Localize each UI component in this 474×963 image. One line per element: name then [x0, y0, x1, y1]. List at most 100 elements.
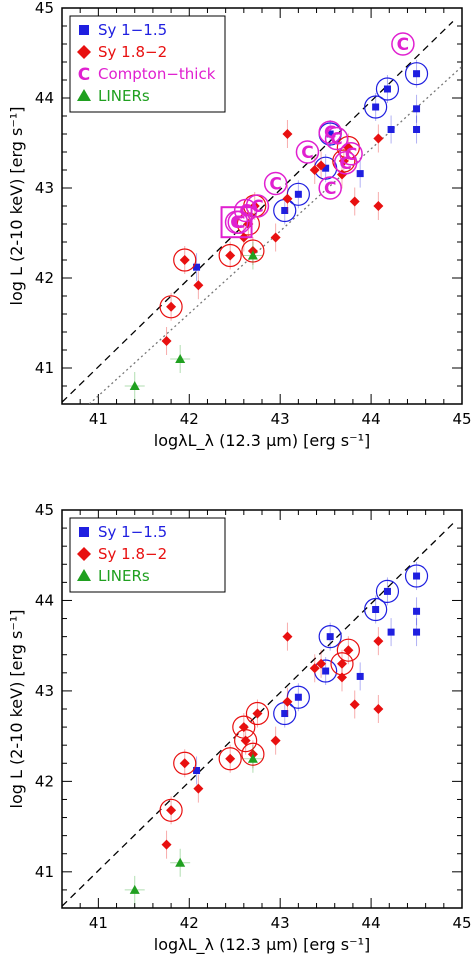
x-tick-label: 44 [362, 410, 381, 428]
data-point [179, 758, 190, 769]
data-point: C [301, 143, 313, 163]
data-point [373, 704, 384, 714]
data-point [281, 207, 289, 214]
data-point-ring [173, 248, 197, 272]
y-tick-label: 45 [35, 0, 54, 17]
data-point: C [233, 213, 245, 233]
x-tick-label: 45 [452, 914, 471, 932]
data-point [316, 658, 327, 669]
data-point [413, 572, 421, 580]
data-point: C [397, 35, 409, 55]
data-point [387, 126, 395, 133]
data-point [166, 805, 177, 816]
data-point-ring [318, 120, 342, 144]
data-point: C [324, 179, 336, 199]
data-point [387, 628, 395, 636]
data-point-ring [233, 198, 258, 223]
data-point [175, 354, 186, 363]
data-point [225, 250, 236, 261]
data-point [309, 165, 320, 175]
data-point: C [330, 130, 342, 150]
data-point [349, 196, 360, 207]
legend-label: Compton−thick [98, 65, 216, 83]
legend-label: LINERs [98, 87, 150, 105]
x-tick-label: 42 [180, 914, 199, 932]
y-tick-label: 43 [35, 682, 54, 700]
data-point: C [251, 197, 263, 217]
data-point [294, 190, 302, 198]
data-point: C [230, 213, 242, 233]
data-point-ring [364, 597, 388, 622]
data-point-ring [375, 77, 400, 101]
legend-label: Sy 1.8−2 [98, 545, 167, 563]
dashed-fit-line [62, 21, 454, 403]
data-point [193, 767, 201, 775]
data-point-ring [234, 729, 258, 753]
x-tick-label: 43 [271, 410, 290, 428]
legend-marker [77, 89, 91, 101]
data-point [282, 631, 293, 642]
data-point [225, 753, 236, 764]
legend-label: Sy 1.8−2 [98, 43, 167, 61]
data-point [282, 129, 293, 139]
data-point [356, 170, 364, 178]
y-tick-label: 41 [35, 863, 54, 881]
legend-marker [77, 569, 91, 581]
data-point-ring [159, 295, 183, 319]
data-point [281, 710, 289, 718]
data-point [247, 753, 258, 763]
data-point [270, 735, 281, 746]
data-point [179, 255, 190, 265]
data-point [413, 607, 421, 615]
data-point-ring [404, 564, 429, 588]
data-point [413, 105, 421, 113]
data-point-ring [318, 176, 342, 200]
legend-marker [77, 547, 91, 561]
legend-box [69, 517, 226, 593]
data-point-ring [224, 210, 249, 234]
data-point-ring [173, 751, 197, 775]
data-point-ring [336, 638, 360, 662]
data-point [373, 133, 384, 144]
data-point [129, 381, 140, 390]
data-point [161, 336, 172, 346]
data-point [413, 628, 421, 636]
y-axis-label: log L (2-10 keV) [erg s⁻¹] [7, 107, 26, 306]
data-point [326, 633, 334, 641]
data-point [193, 263, 201, 271]
data-point-ring [218, 243, 242, 268]
data-point-ring [364, 95, 388, 119]
legend-label: Sy 1−1.5 [98, 21, 167, 39]
data-point-ring [159, 798, 183, 822]
data-point [282, 696, 293, 707]
x-tick-label: 41 [89, 410, 108, 428]
data-point [247, 250, 258, 260]
data-point [322, 164, 330, 172]
data-point: C [345, 145, 357, 165]
data-point-ring [263, 171, 288, 196]
data-point [282, 193, 293, 204]
chart-panel-2: 41 42 43 44 45 41 42 43 44 45 logλL_λ (12.3 μm) [e… [7, 501, 472, 955]
data-point-ring [245, 701, 270, 726]
x-tick-label: 41 [89, 914, 108, 932]
x-tick-label: 44 [362, 914, 381, 932]
data-point-ring [391, 32, 415, 56]
data-point: C [339, 154, 351, 174]
data-point-ring [375, 579, 400, 604]
legend-marker [79, 527, 89, 537]
y-tick-label: 43 [35, 179, 54, 197]
y-tick-label: 44 [35, 591, 54, 609]
y-tick-label: 45 [35, 501, 54, 519]
series-triangle [124, 744, 263, 904]
data-point-ring [245, 194, 270, 218]
legend: Sy 1−1.5 Sy 1.8−2 LINERs [69, 517, 226, 593]
data-point-ring [318, 625, 342, 649]
data-point [161, 839, 172, 850]
data-point [240, 735, 251, 746]
data-point [166, 301, 177, 312]
legend-label: Sy 1−1.5 [98, 523, 167, 541]
data-point [309, 663, 320, 674]
data-point-ring [404, 62, 429, 86]
data-point [175, 857, 186, 867]
x-axis-label: logλL_λ (12.3 μm) [erg s⁻¹] [154, 431, 370, 451]
